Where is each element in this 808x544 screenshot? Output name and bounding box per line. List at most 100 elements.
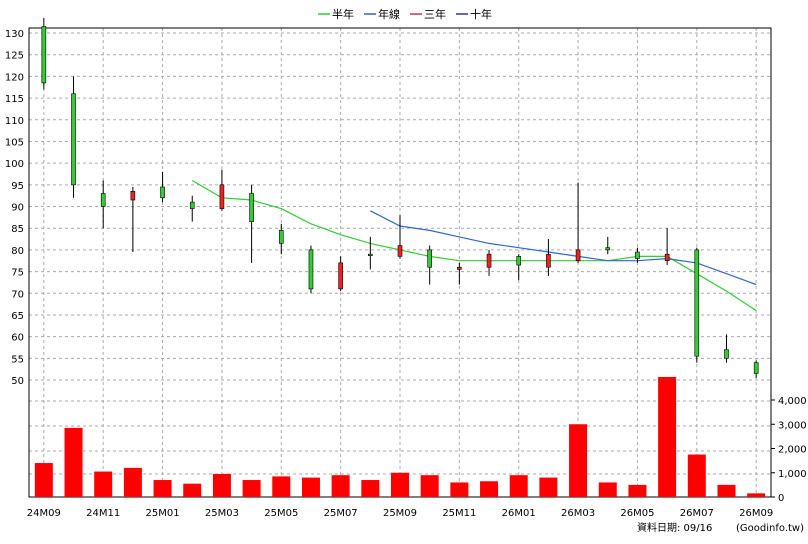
volume-bar bbox=[717, 484, 736, 497]
x-tick-label: 26M09 bbox=[739, 508, 773, 519]
price-tick-label: 80 bbox=[11, 246, 24, 257]
candle-body bbox=[338, 262, 343, 290]
volume-bar bbox=[658, 376, 677, 497]
legend-label: 十年 bbox=[470, 7, 492, 21]
candle-body bbox=[575, 249, 581, 262]
volume-bar bbox=[539, 477, 558, 497]
candle-body bbox=[130, 191, 136, 201]
price-tick-label: 120 bbox=[5, 72, 24, 83]
legend-label: 年線 bbox=[378, 7, 400, 21]
legend-label: 半年 bbox=[332, 7, 354, 21]
volume-bar bbox=[64, 427, 83, 497]
moving-average-lines bbox=[191, 179, 757, 312]
footer-date-label: 資料日期: 09/16 bbox=[637, 521, 712, 534]
price-tick-label: 115 bbox=[5, 94, 24, 105]
x-tick-label: 25M03 bbox=[205, 508, 239, 519]
price-tick-label: 75 bbox=[11, 268, 24, 279]
x-tick-label: 24M09 bbox=[27, 508, 61, 519]
legend: 半年 年線 三年 十年 bbox=[318, 7, 492, 21]
ma-line bbox=[370, 210, 757, 286]
volume-bar bbox=[153, 480, 172, 497]
price-tick-label: 90 bbox=[11, 203, 24, 214]
volume-bar bbox=[183, 483, 202, 497]
candle-body bbox=[278, 230, 284, 244]
footer-source: (Goodinfo.tw) bbox=[736, 523, 804, 534]
volume-bar bbox=[628, 484, 647, 497]
price-tick-label: 125 bbox=[5, 51, 24, 62]
volume-tick-label: 2,000 bbox=[778, 445, 807, 456]
price-tick-label: 110 bbox=[5, 116, 24, 127]
x-tick-label: 25M09 bbox=[383, 508, 417, 519]
volume-bar bbox=[272, 476, 291, 497]
candle-body bbox=[160, 186, 165, 199]
volume-bar bbox=[212, 473, 231, 497]
price-tick-label: 85 bbox=[11, 224, 24, 235]
x-tick-label: 25M11 bbox=[442, 508, 476, 519]
candle-body bbox=[308, 249, 314, 290]
axis-labels: 130 125 120 115 110 105 100 95 90 85 80 75 70 65 60 55 5… bbox=[5, 29, 807, 519]
x-tick-label: 26M03 bbox=[561, 508, 595, 519]
price-tick-label: 70 bbox=[11, 289, 24, 300]
volume-tick-label: 4,000 bbox=[778, 396, 807, 407]
candles bbox=[41, 17, 759, 378]
legend-label: 三年 bbox=[424, 7, 446, 21]
candle-body bbox=[516, 256, 522, 266]
price-tick-label: 105 bbox=[5, 137, 24, 148]
candle-body bbox=[397, 245, 403, 257]
volume-bar bbox=[598, 482, 617, 497]
candle-body bbox=[457, 266, 462, 270]
candle-body bbox=[41, 26, 47, 84]
volume-tick-label: 0 bbox=[778, 493, 784, 504]
price-tick-label: 100 bbox=[5, 159, 24, 170]
volume-bar bbox=[391, 472, 409, 497]
candle-body bbox=[635, 251, 640, 259]
candle-body bbox=[189, 201, 195, 209]
candle-body bbox=[753, 362, 759, 374]
x-tick-label: 25M01 bbox=[146, 508, 180, 519]
volume-bar bbox=[34, 463, 53, 497]
x-tick-label: 26M01 bbox=[502, 508, 536, 519]
x-tick-label: 26M07 bbox=[680, 508, 714, 519]
volume-bar bbox=[420, 475, 439, 497]
grid bbox=[29, 28, 771, 497]
volume-tick-label: 3,000 bbox=[778, 420, 807, 431]
volume-bar bbox=[331, 475, 350, 497]
price-tick-label: 60 bbox=[11, 333, 24, 344]
x-tick-label: 24M11 bbox=[86, 508, 120, 519]
x-tick-label: 25M05 bbox=[264, 508, 298, 519]
candle-body bbox=[546, 253, 551, 268]
candle-body bbox=[427, 249, 432, 268]
volume-tick-label: 1,000 bbox=[778, 469, 807, 480]
candle-body bbox=[71, 93, 76, 186]
candle-body bbox=[100, 193, 106, 207]
volume-bar bbox=[569, 424, 588, 497]
candle-body bbox=[219, 184, 225, 209]
price-tick-label: 50 bbox=[11, 376, 24, 387]
price-tick-label: 130 bbox=[5, 29, 24, 40]
x-tick-label: 25M07 bbox=[324, 508, 358, 519]
candle-body bbox=[605, 247, 611, 251]
price-tick-label: 65 bbox=[11, 311, 24, 322]
ma-line bbox=[191, 179, 757, 312]
volume-bar bbox=[123, 467, 142, 497]
volume-bar bbox=[509, 475, 528, 497]
volume-bar bbox=[687, 454, 706, 497]
volume-bar bbox=[361, 480, 380, 497]
candle-body bbox=[249, 193, 254, 222]
candle-body bbox=[486, 253, 492, 268]
volume-bar bbox=[747, 493, 766, 497]
price-tick-label: 95 bbox=[11, 181, 24, 192]
volume-bars bbox=[34, 376, 766, 497]
candle-body bbox=[368, 253, 373, 257]
x-tick-label: 26M05 bbox=[620, 508, 654, 519]
volume-bar bbox=[480, 481, 499, 497]
price-tick-label: 55 bbox=[11, 354, 24, 365]
volume-bar bbox=[94, 471, 113, 497]
candle-body bbox=[694, 249, 700, 357]
volume-bar bbox=[450, 482, 469, 497]
volume-bar bbox=[242, 480, 261, 497]
candle-body bbox=[664, 253, 670, 262]
candle-body bbox=[724, 349, 729, 359]
